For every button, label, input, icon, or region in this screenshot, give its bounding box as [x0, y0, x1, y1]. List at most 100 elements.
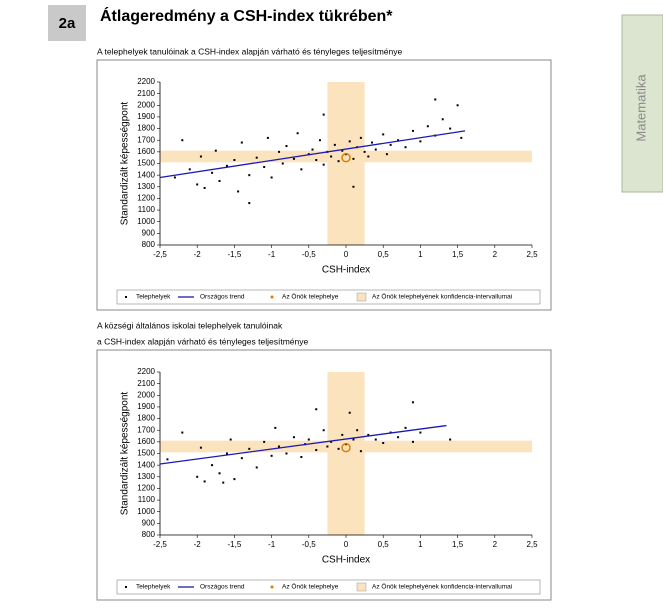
data-point — [356, 429, 359, 432]
data-point — [337, 160, 340, 163]
data-point — [318, 139, 321, 142]
y-tick-label: 1600 — [137, 147, 155, 156]
data-point — [307, 438, 310, 441]
legend-box — [116, 579, 541, 595]
data-point — [385, 153, 388, 156]
data-point — [292, 436, 295, 439]
data-point — [255, 156, 258, 159]
x-tick-label: 1,5 — [452, 540, 464, 549]
data-point — [330, 440, 333, 443]
data-point — [315, 449, 318, 452]
x-tick-label: 2 — [493, 250, 498, 259]
x-tick-label: 1,5 — [452, 250, 464, 259]
y-tick-label: 900 — [142, 518, 156, 527]
data-point — [196, 183, 199, 186]
page-title: Átlageredmény a CSH-index tükrében* — [100, 6, 393, 25]
y-tick-label: 1500 — [137, 449, 155, 458]
y-tick-label: 1300 — [137, 182, 155, 191]
y-axis-label: Standardizált képességpont — [120, 392, 131, 516]
data-point — [311, 148, 314, 151]
data-point — [330, 155, 333, 158]
data-point — [367, 433, 370, 436]
data-point — [411, 401, 414, 404]
data-point — [382, 133, 385, 136]
data-point — [341, 149, 344, 152]
data-point — [248, 174, 251, 177]
data-point — [426, 125, 429, 128]
y-tick-label: 2100 — [137, 379, 155, 388]
x-tick-label: 1 — [418, 250, 423, 259]
data-point — [211, 171, 214, 174]
x-axis-label: CSH-index — [322, 265, 370, 276]
y-tick-label: 2100 — [137, 89, 155, 98]
x-tick-label: -2,5 — [153, 540, 167, 549]
data-point — [240, 141, 243, 144]
x-tick-label: 0,5 — [378, 250, 390, 259]
x-tick-label: 1 — [418, 540, 423, 549]
data-point — [233, 478, 236, 481]
legend-symbol — [356, 582, 367, 592]
data-point — [214, 149, 217, 152]
data-point — [240, 457, 243, 460]
x-tick-label: -1,5 — [228, 540, 242, 549]
confidence-band-horizontal — [160, 150, 532, 163]
x-tick-label: -1,5 — [228, 250, 242, 259]
data-point — [181, 139, 184, 142]
y-tick-label: 1500 — [137, 159, 155, 168]
data-point — [322, 163, 325, 166]
x-tick-label: 0,5 — [378, 540, 390, 549]
legend-box — [116, 289, 541, 305]
data-point — [281, 162, 284, 165]
x-tick-label: 2 — [493, 540, 498, 549]
x-tick-label: -2,5 — [153, 250, 167, 259]
section-badge — [48, 5, 86, 41]
data-point — [203, 480, 206, 483]
data-point — [374, 148, 377, 151]
data-point — [352, 157, 355, 160]
data-point — [274, 426, 277, 429]
confidence-band-vertical — [327, 82, 365, 245]
y-tick-label: 1200 — [137, 484, 155, 493]
y-tick-label: 1700 — [137, 425, 155, 434]
x-tick-label: 2,5 — [526, 250, 538, 259]
y-tick-label: 900 — [142, 228, 156, 237]
legend-label: Telephelyek — [136, 584, 171, 591]
x-tick-label: -0,5 — [302, 250, 316, 259]
x-tick-label: 0 — [344, 540, 349, 549]
y-tick-label: 1800 — [137, 124, 155, 133]
data-point — [449, 438, 452, 441]
chart-subtitle: A telephelyek tanulóinak a CSH-index ala… — [97, 46, 403, 56]
data-point — [315, 159, 318, 162]
x-tick-label: -2 — [194, 250, 202, 259]
data-point — [248, 447, 251, 450]
y-tick-label: 1800 — [137, 414, 155, 423]
data-point — [348, 140, 351, 143]
data-point — [229, 438, 232, 441]
x-tick-label: 0 — [344, 250, 349, 259]
legend-symbol — [125, 296, 127, 298]
data-point — [397, 139, 400, 142]
data-point — [255, 466, 258, 469]
data-point — [315, 408, 318, 411]
data-point — [411, 440, 414, 443]
side-tab — [621, 14, 663, 193]
data-point — [173, 176, 176, 179]
y-tick-label: 1900 — [137, 112, 155, 121]
data-point — [222, 481, 225, 484]
data-point — [441, 118, 444, 121]
legend-symbol — [125, 586, 127, 588]
data-point — [278, 445, 281, 448]
y-tick-label: 800 — [142, 240, 156, 249]
trend-line — [159, 130, 466, 179]
y-tick-label: 1100 — [138, 495, 156, 504]
data-point — [218, 472, 221, 475]
data-point — [411, 129, 414, 132]
side-tab-label: Matematika — [633, 74, 648, 142]
data-point — [285, 452, 288, 455]
chart-subtitle: a CSH-index alapján várható és tényleges… — [97, 336, 308, 346]
data-point — [397, 436, 400, 439]
data-point — [326, 445, 329, 448]
x-axis-label: CSH-index — [322, 555, 370, 566]
data-point — [211, 464, 214, 467]
